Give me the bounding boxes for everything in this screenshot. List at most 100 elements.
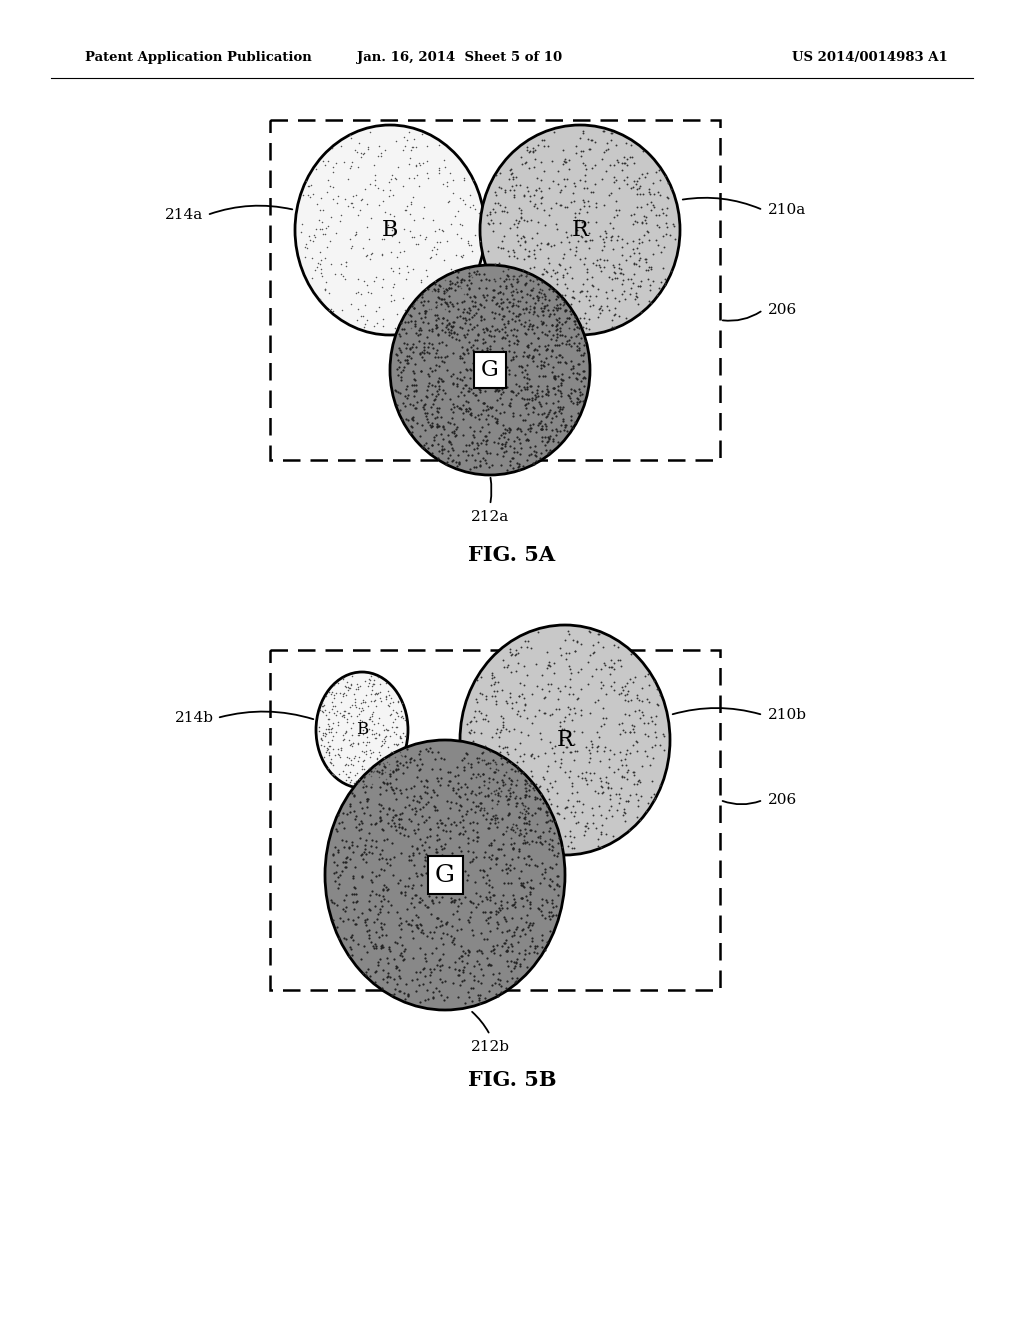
Point bbox=[488, 412, 505, 433]
Point bbox=[555, 153, 571, 174]
Point bbox=[625, 718, 641, 739]
Point bbox=[522, 257, 539, 279]
Point bbox=[526, 779, 543, 800]
Point bbox=[480, 372, 497, 393]
Point bbox=[457, 774, 473, 795]
Point bbox=[568, 326, 585, 347]
Point bbox=[514, 750, 530, 771]
Point bbox=[511, 807, 527, 828]
Point bbox=[429, 294, 445, 315]
Point bbox=[444, 326, 461, 347]
Point bbox=[498, 858, 514, 879]
Point bbox=[361, 669, 378, 690]
Point bbox=[317, 742, 334, 763]
Point bbox=[495, 260, 511, 281]
Point bbox=[561, 301, 578, 322]
Point bbox=[388, 932, 404, 953]
Point bbox=[487, 812, 504, 833]
Point bbox=[462, 197, 478, 218]
Point bbox=[307, 158, 324, 180]
Point bbox=[336, 817, 352, 838]
Point bbox=[500, 428, 516, 449]
Point bbox=[367, 727, 383, 748]
Point bbox=[558, 414, 574, 436]
Point bbox=[346, 899, 362, 920]
Point bbox=[335, 911, 351, 932]
Point bbox=[492, 281, 508, 302]
Point bbox=[477, 735, 494, 756]
Point bbox=[343, 750, 359, 771]
Point bbox=[390, 350, 407, 371]
Point bbox=[432, 368, 449, 389]
Point bbox=[384, 165, 400, 186]
Point bbox=[628, 173, 644, 194]
Point bbox=[625, 735, 641, 756]
Point bbox=[355, 317, 372, 338]
Point bbox=[515, 655, 531, 676]
Point bbox=[493, 899, 509, 920]
Point bbox=[474, 400, 490, 421]
Point bbox=[375, 315, 391, 337]
Point bbox=[498, 932, 514, 953]
Point bbox=[457, 326, 473, 347]
Point bbox=[417, 850, 433, 871]
Point bbox=[518, 297, 535, 318]
Point bbox=[540, 442, 556, 463]
Point bbox=[301, 186, 317, 207]
Point bbox=[412, 785, 428, 807]
Point bbox=[359, 194, 376, 215]
Point bbox=[494, 433, 510, 454]
Point bbox=[524, 713, 541, 734]
Point bbox=[365, 880, 381, 902]
Point bbox=[484, 364, 501, 385]
Point bbox=[324, 698, 340, 719]
Point bbox=[487, 347, 504, 368]
Point bbox=[391, 981, 408, 1002]
Point bbox=[518, 638, 535, 659]
Point bbox=[424, 318, 440, 339]
Point bbox=[414, 290, 430, 312]
Point bbox=[373, 145, 389, 166]
Point bbox=[481, 321, 498, 342]
Point bbox=[483, 789, 500, 810]
Point bbox=[424, 927, 440, 948]
Point bbox=[523, 772, 540, 793]
Point bbox=[311, 715, 328, 737]
Point bbox=[656, 269, 673, 290]
Point bbox=[360, 788, 377, 809]
Point bbox=[439, 440, 456, 461]
Point bbox=[572, 678, 589, 700]
Point bbox=[571, 198, 588, 219]
Point bbox=[607, 268, 624, 289]
Point bbox=[504, 692, 520, 713]
Point bbox=[542, 400, 558, 421]
Point bbox=[382, 203, 398, 224]
Point bbox=[392, 781, 409, 803]
Point bbox=[614, 273, 631, 294]
Point bbox=[546, 653, 562, 675]
Point bbox=[539, 891, 555, 912]
Point bbox=[532, 351, 549, 372]
Point bbox=[400, 913, 417, 935]
Point bbox=[487, 900, 504, 921]
Point bbox=[542, 829, 558, 850]
Point bbox=[396, 949, 413, 970]
Point bbox=[460, 392, 476, 413]
Point bbox=[613, 755, 630, 776]
Point bbox=[451, 261, 467, 282]
Point bbox=[407, 804, 423, 825]
Point bbox=[407, 370, 423, 391]
Point bbox=[361, 709, 378, 730]
Point bbox=[378, 685, 394, 706]
Point bbox=[487, 202, 504, 223]
Point bbox=[459, 777, 475, 799]
Point bbox=[364, 244, 380, 265]
Point bbox=[519, 388, 536, 409]
Point bbox=[302, 176, 318, 197]
Point bbox=[416, 775, 432, 796]
Point bbox=[504, 936, 520, 957]
Point bbox=[595, 120, 611, 141]
Point bbox=[482, 442, 499, 463]
Point bbox=[377, 139, 393, 160]
Point bbox=[529, 375, 546, 396]
